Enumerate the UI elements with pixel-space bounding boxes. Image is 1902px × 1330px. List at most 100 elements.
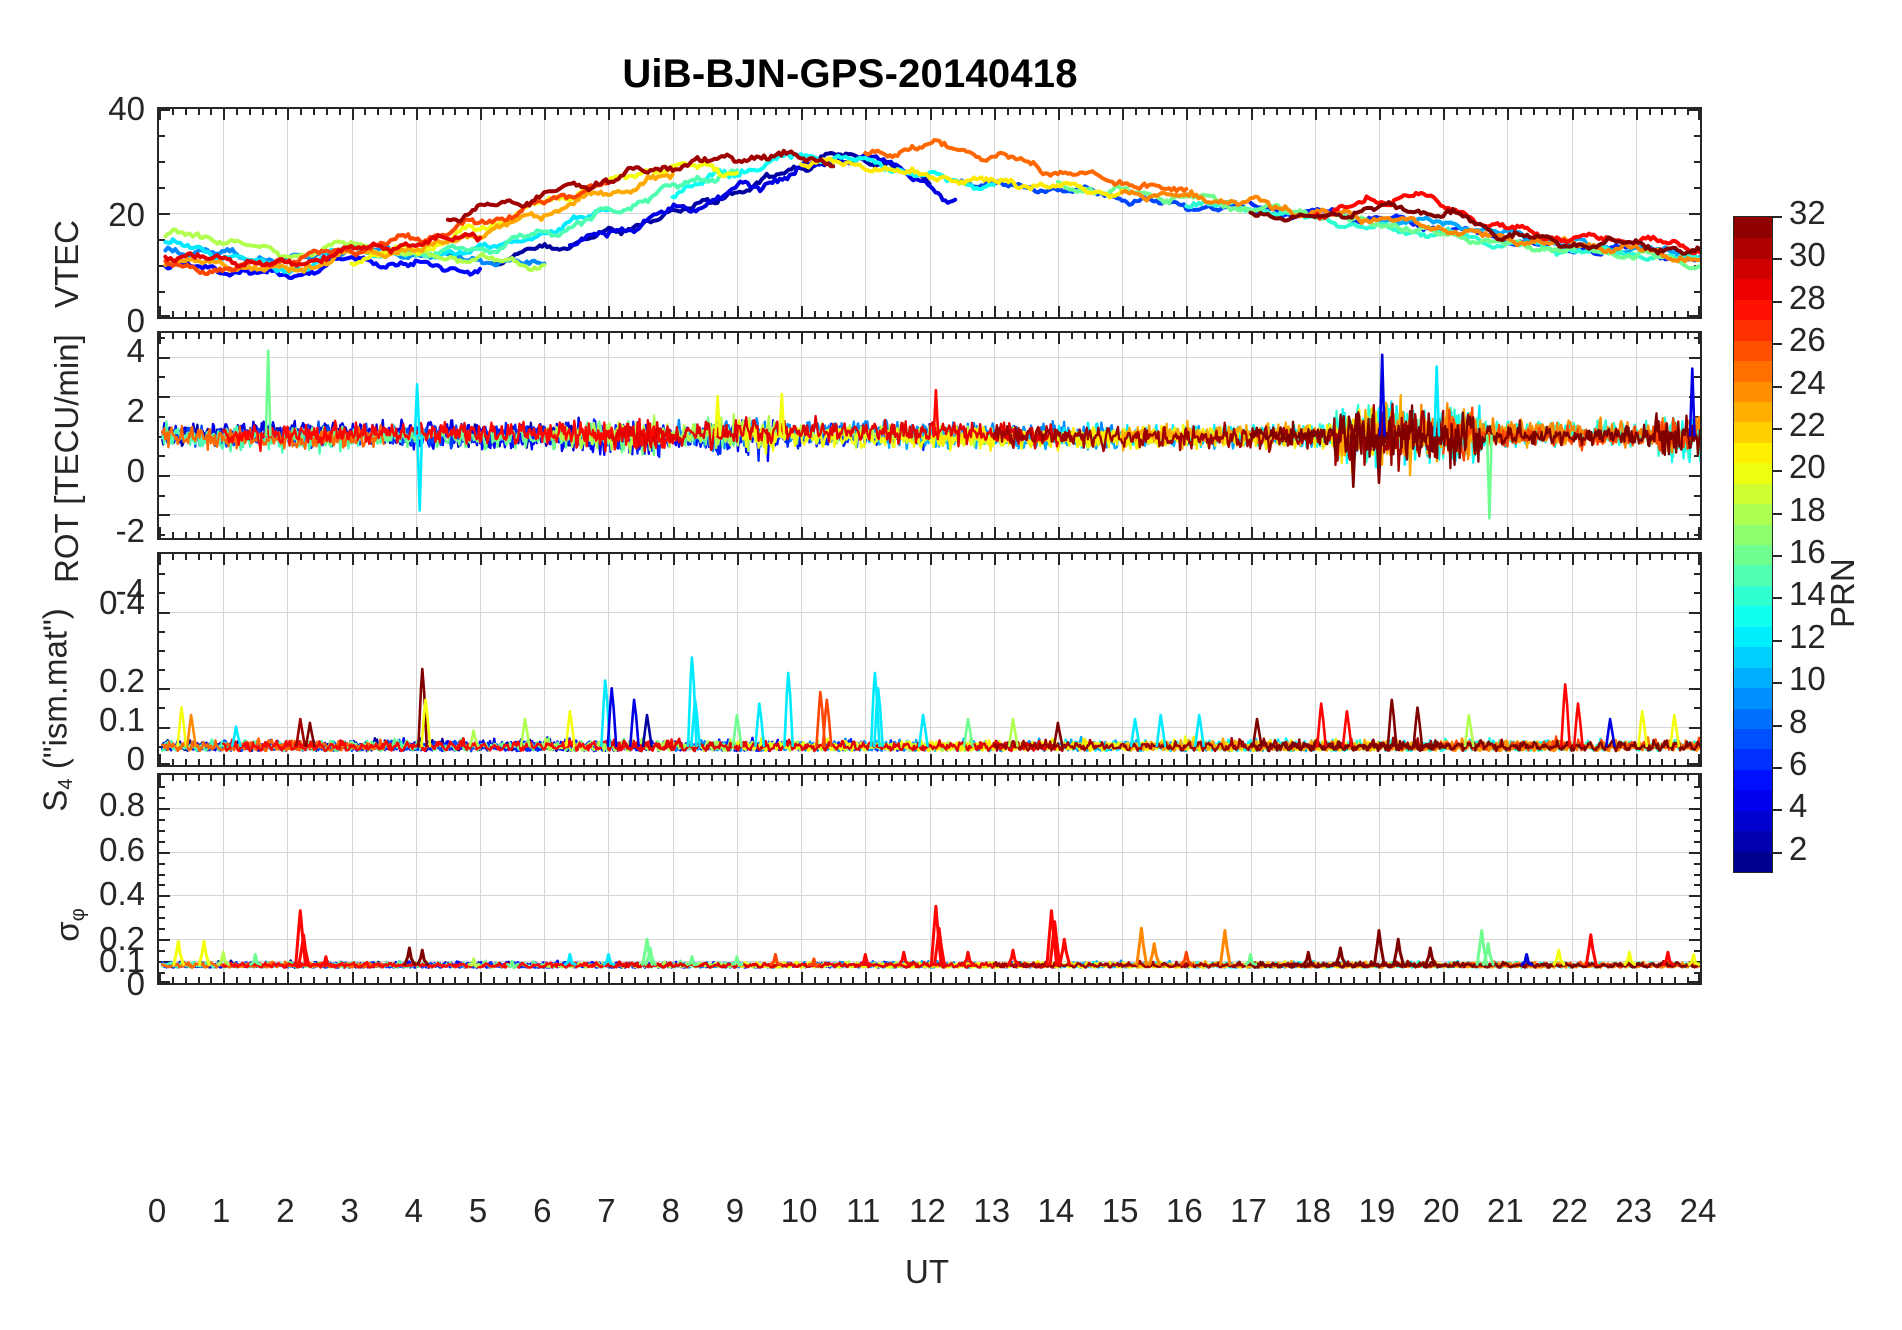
x-axis-tick — [1122, 775, 1125, 786]
x-axis-minor-tick — [852, 109, 855, 115]
gridline-vertical — [672, 554, 674, 765]
x-axis-minor-tick — [1276, 109, 1279, 115]
trace-line — [563, 953, 577, 966]
x-axis-tick — [608, 754, 611, 765]
colorbar-segment — [1734, 421, 1772, 443]
x-axis-minor-tick — [762, 775, 765, 781]
x-axis-minor-tick — [1468, 775, 1471, 781]
x-axis-minor-tick — [261, 109, 264, 115]
x-axis-minor-tick — [1558, 333, 1561, 339]
x-axis-tick — [223, 527, 226, 538]
trace-line — [1424, 946, 1437, 966]
colorbar-tick-label: 28 — [1789, 278, 1826, 316]
x-axis-tick — [1378, 306, 1381, 317]
x-axis-minor-tick — [1327, 333, 1330, 339]
x-axis-tick — [1122, 333, 1125, 344]
colorbar-segment — [1734, 462, 1772, 484]
y-axis-tick — [159, 895, 170, 898]
gridline-horizontal — [159, 895, 1700, 897]
x-axis-minor-tick — [1289, 311, 1292, 317]
x-axis-minor-tick — [518, 333, 521, 339]
x-axis-minor-tick — [968, 311, 971, 317]
x-axis-minor-tick — [428, 109, 431, 115]
trace-line — [1180, 950, 1193, 966]
x-axis-minor-tick — [621, 759, 624, 765]
trace-line — [730, 955, 744, 967]
x-axis-minor-tick — [1404, 333, 1407, 339]
x-axis-minor-tick — [1687, 775, 1690, 781]
x-axis-minor-tick — [248, 775, 251, 781]
x-axis-tick — [415, 109, 418, 120]
colorbar-prn[interactable] — [1733, 216, 1773, 873]
colorbar-segment — [1734, 850, 1772, 872]
trace-line — [1048, 920, 1062, 966]
y-axis-minor-tick — [159, 928, 165, 931]
x-axis-tick — [993, 554, 996, 565]
x-axis-tick — [1250, 109, 1253, 120]
x-axis-minor-tick — [646, 311, 649, 317]
x-axis-tick — [1250, 306, 1253, 317]
x-axis-tick — [1186, 972, 1189, 983]
x-axis-minor-tick — [184, 759, 187, 765]
x-axis-minor-tick — [210, 311, 213, 317]
x-axis-minor-tick — [364, 977, 367, 983]
y-axis-minor-tick — [159, 840, 165, 843]
x-axis-minor-tick — [1674, 759, 1677, 765]
y-axis-minor-tick — [159, 415, 165, 418]
x-axis-minor-tick — [916, 109, 919, 115]
trace-line — [962, 950, 975, 966]
x-axis-tick — [480, 775, 483, 786]
x-axis-tick — [287, 306, 290, 317]
x-axis-tick — [1507, 527, 1510, 538]
gridline-vertical — [865, 775, 867, 983]
x-axis-minor-tick — [1224, 759, 1227, 765]
x-axis-tick — [544, 754, 547, 765]
x-axis-minor-tick — [749, 109, 752, 115]
x-axis-minor-tick — [441, 311, 444, 317]
x-axis-tick-label: 17 — [1230, 1192, 1267, 1229]
x-axis-minor-tick — [518, 977, 521, 983]
x-axis-minor-tick — [646, 333, 649, 339]
trace-line — [1055, 179, 1700, 271]
gridline-vertical — [1378, 554, 1380, 765]
x-axis-tick — [1443, 109, 1446, 120]
x-axis-minor-tick — [1083, 977, 1086, 983]
x-axis-minor-tick — [890, 109, 893, 115]
x-axis-minor-tick — [968, 554, 971, 560]
x-axis-minor-tick — [1674, 532, 1677, 538]
x-axis-minor-tick — [364, 532, 367, 538]
x-axis-tick — [1635, 109, 1638, 120]
gridline-vertical — [1314, 554, 1316, 765]
x-axis-tick — [1314, 775, 1317, 786]
x-axis-minor-tick — [621, 311, 624, 317]
x-axis-minor-tick — [659, 109, 662, 115]
y-axis-tick — [1689, 851, 1700, 854]
x-axis-minor-tick — [402, 775, 405, 781]
x-axis-minor-tick — [1468, 532, 1471, 538]
x-axis-minor-tick — [1340, 554, 1343, 560]
trace-line — [1341, 710, 1353, 748]
trace-line — [420, 698, 432, 748]
x-axis-minor-tick — [557, 532, 560, 538]
x-axis-minor-tick — [492, 977, 495, 983]
x-axis-minor-tick — [1006, 532, 1009, 538]
x-axis-minor-tick — [595, 333, 598, 339]
x-axis-tick — [736, 972, 739, 983]
x-axis-minor-tick — [1648, 775, 1651, 781]
x-axis-minor-tick — [1648, 311, 1651, 317]
x-axis-minor-tick — [1468, 311, 1471, 317]
x-axis-minor-tick — [1199, 333, 1202, 339]
x-axis-minor-tick — [325, 333, 328, 339]
x-axis-minor-tick — [980, 977, 983, 983]
data-traces — [163, 138, 1700, 280]
x-axis-minor-tick — [942, 333, 945, 339]
x-axis-minor-tick — [1661, 759, 1664, 765]
x-axis-minor-tick — [826, 554, 829, 560]
trace-line — [1120, 189, 1700, 264]
x-axis-minor-tick — [274, 532, 277, 538]
colorbar-tick — [1773, 427, 1782, 430]
axis-label-s4: S4 ("ism.mat") — [36, 608, 78, 811]
x-axis-tick — [1571, 109, 1574, 120]
x-axis-minor-tick — [1610, 775, 1613, 781]
x-axis-minor-tick — [1173, 311, 1176, 317]
